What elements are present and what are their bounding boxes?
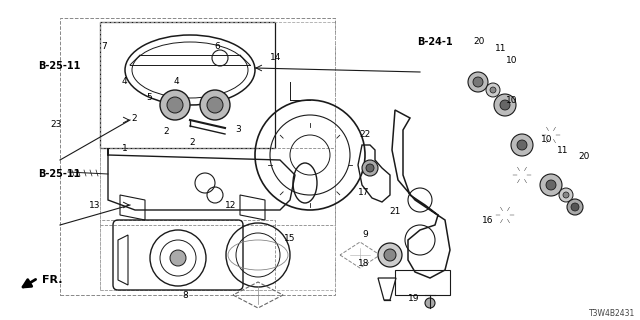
Circle shape [384,249,396,261]
Circle shape [500,100,510,110]
Circle shape [170,250,186,266]
Text: 12: 12 [225,201,236,210]
Text: 23: 23 [50,120,61,129]
Text: 20: 20 [473,37,484,46]
Text: 13: 13 [89,201,100,210]
Text: FR.: FR. [42,275,63,285]
Text: 17: 17 [358,188,369,197]
Circle shape [490,87,496,93]
Text: 4: 4 [173,77,179,86]
Text: 5: 5 [147,93,152,102]
Text: 2: 2 [189,138,195,147]
Circle shape [494,94,516,116]
Text: B-25-11: B-25-11 [38,169,81,180]
Circle shape [468,72,488,92]
Circle shape [546,180,556,190]
Circle shape [571,203,579,211]
Text: 6: 6 [215,42,220,51]
Text: 22: 22 [359,130,371,139]
Text: 18: 18 [358,259,369,268]
Circle shape [511,134,533,156]
Text: T3W4B2431: T3W4B2431 [589,309,635,318]
Text: 10: 10 [506,56,518,65]
Text: 2: 2 [164,127,169,136]
Text: 10: 10 [506,96,518,105]
Text: 1: 1 [122,144,127,153]
Text: 14: 14 [269,53,281,62]
Circle shape [160,90,190,120]
Circle shape [567,199,583,215]
Circle shape [486,83,500,97]
Text: 10: 10 [541,135,553,144]
Circle shape [207,97,223,113]
Text: 11: 11 [495,44,506,52]
Text: 11: 11 [557,146,569,155]
Text: B-24-1: B-24-1 [417,36,453,47]
Circle shape [559,188,573,202]
Text: 7: 7 [102,42,107,51]
Text: 3: 3 [236,125,241,134]
Bar [100,22,335,290]
Text: 15: 15 [284,234,296,243]
Text: 16: 16 [482,216,493,225]
Bar [100,22,275,148]
Text: 8: 8 [183,292,188,300]
Text: 21: 21 [390,207,401,216]
Bar [100,220,275,290]
Circle shape [517,140,527,150]
Circle shape [378,243,402,267]
Circle shape [167,97,183,113]
Text: 9: 9 [362,230,367,239]
Text: 2: 2 [132,114,137,123]
Text: B-25-11: B-25-11 [38,60,81,71]
Circle shape [362,160,378,176]
Circle shape [425,298,435,308]
Text: 19: 19 [408,294,420,303]
Bar [60,18,335,295]
Circle shape [540,174,562,196]
Circle shape [473,77,483,87]
Circle shape [366,164,374,172]
Text: 20: 20 [578,152,589,161]
Text: 4: 4 [122,77,127,86]
Bar [100,148,335,225]
Circle shape [200,90,230,120]
Circle shape [563,192,569,198]
